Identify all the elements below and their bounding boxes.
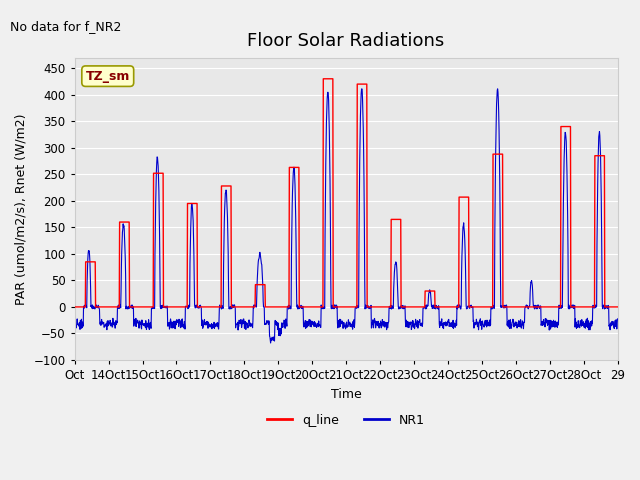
Text: TZ_sm: TZ_sm [86,70,130,83]
Y-axis label: PAR (umol/m2/s), Rnet (W/m2): PAR (umol/m2/s), Rnet (W/m2) [15,113,28,304]
Title: Floor Solar Radiations: Floor Solar Radiations [248,33,445,50]
X-axis label: Time: Time [331,387,362,401]
Text: No data for f_NR2: No data for f_NR2 [10,20,121,34]
Legend: q_line, NR1: q_line, NR1 [262,408,430,432]
